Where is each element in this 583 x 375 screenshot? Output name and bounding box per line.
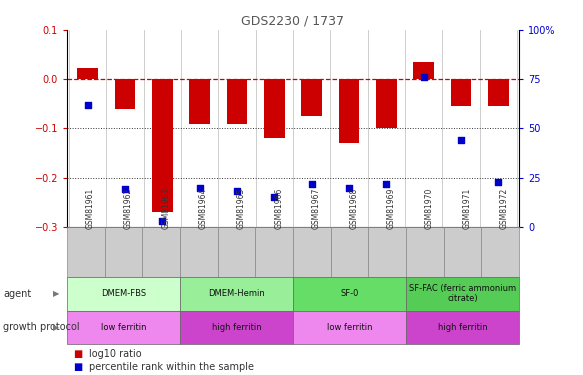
Text: high ferritin: high ferritin — [212, 323, 261, 332]
Point — [157, 218, 167, 224]
Text: DMEM-FBS: DMEM-FBS — [101, 289, 146, 298]
Bar — [293, 277, 406, 310]
Point — [494, 178, 503, 184]
Bar — [376, 79, 396, 128]
Text: GSM81972: GSM81972 — [500, 188, 509, 230]
Bar — [368, 227, 406, 277]
Point — [345, 184, 354, 190]
Text: GSM81968: GSM81968 — [349, 188, 359, 230]
Text: high ferritin: high ferritin — [438, 323, 487, 332]
Text: SF-FAC (ferric ammonium
citrate): SF-FAC (ferric ammonium citrate) — [409, 284, 516, 303]
Bar — [488, 79, 508, 106]
Bar — [180, 310, 293, 344]
Text: GSM81961: GSM81961 — [86, 188, 95, 230]
Text: GSM81965: GSM81965 — [237, 188, 245, 230]
Point — [307, 181, 317, 187]
Bar — [264, 79, 285, 138]
Text: GSM81962: GSM81962 — [124, 188, 132, 230]
Text: GSM81964: GSM81964 — [199, 188, 208, 230]
Text: low ferritin: low ferritin — [326, 323, 372, 332]
Bar — [406, 227, 444, 277]
Point — [83, 102, 92, 108]
Text: ■: ■ — [73, 350, 82, 359]
Text: GSM81967: GSM81967 — [312, 188, 321, 230]
Bar — [255, 227, 293, 277]
Bar — [339, 79, 359, 143]
Text: GSM81963: GSM81963 — [161, 188, 170, 230]
Point — [419, 74, 429, 80]
Point — [382, 181, 391, 187]
Bar — [227, 79, 247, 123]
Text: log10 ratio: log10 ratio — [89, 350, 142, 359]
Bar — [451, 79, 471, 106]
Text: low ferritin: low ferritin — [101, 323, 146, 332]
Bar — [413, 62, 434, 79]
Text: SF-0: SF-0 — [340, 289, 359, 298]
Point — [456, 137, 466, 143]
Point — [232, 188, 241, 194]
Bar — [67, 310, 180, 344]
Bar — [293, 310, 406, 344]
Text: GSM81969: GSM81969 — [387, 188, 396, 230]
Text: GSM81970: GSM81970 — [425, 188, 434, 230]
Bar — [180, 277, 293, 310]
Text: agent: agent — [3, 289, 31, 298]
Bar — [142, 227, 180, 277]
Title: GDS2230 / 1737: GDS2230 / 1737 — [241, 15, 345, 27]
Bar — [115, 79, 135, 109]
Bar — [444, 227, 481, 277]
Bar — [67, 227, 105, 277]
Text: GSM81971: GSM81971 — [462, 188, 472, 230]
Point — [269, 194, 279, 200]
Bar — [406, 277, 519, 310]
Bar — [67, 277, 180, 310]
Bar — [217, 227, 255, 277]
Text: ▶: ▶ — [52, 323, 59, 332]
Bar — [293, 227, 331, 277]
Bar — [406, 310, 519, 344]
Point — [120, 186, 129, 192]
Bar — [78, 68, 98, 79]
Bar — [152, 79, 173, 212]
Text: ▶: ▶ — [52, 289, 59, 298]
Bar — [105, 227, 142, 277]
Bar — [189, 79, 210, 123]
Bar — [180, 227, 217, 277]
Bar — [481, 227, 519, 277]
Bar — [301, 79, 322, 116]
Text: GSM81966: GSM81966 — [274, 188, 283, 230]
Bar — [331, 227, 368, 277]
Text: DMEM-Hemin: DMEM-Hemin — [208, 289, 265, 298]
Text: percentile rank within the sample: percentile rank within the sample — [89, 362, 254, 372]
Text: growth protocol: growth protocol — [3, 322, 79, 332]
Text: ■: ■ — [73, 362, 82, 372]
Point — [195, 184, 204, 190]
